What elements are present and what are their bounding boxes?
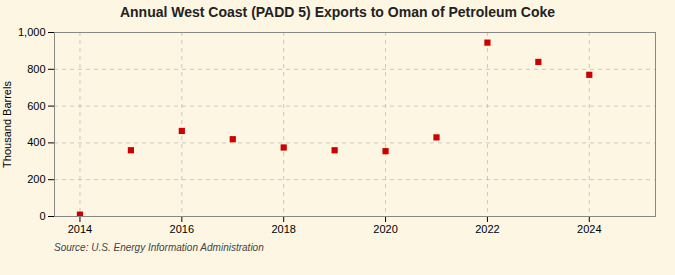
html-text:Source: U.S. Energy Informatio: Source: U.S. Energy Information Administ…: [54, 242, 264, 253]
svg-text:Thousand Barrels: Thousand Barrels: [1, 81, 13, 168]
svg-text:2014: 2014: [68, 223, 92, 235]
svg-text:2024: 2024: [577, 223, 601, 235]
svg-text:200: 200: [27, 173, 45, 185]
svg-text:2018: 2018: [271, 223, 295, 235]
svg-text:600: 600: [27, 100, 45, 112]
svg-text:2016: 2016: [170, 223, 194, 235]
svg-text:400: 400: [27, 136, 45, 148]
svg-text:2020: 2020: [373, 223, 397, 235]
html-text:Annual West Coast (PADD 5) Exp: Annual West Coast (PADD 5) Exports to Om…: [120, 4, 555, 20]
svg-text:800: 800: [27, 63, 45, 75]
svg-text:1,000: 1,000: [18, 26, 46, 38]
svg-text:2022: 2022: [475, 223, 499, 235]
svg-text:0: 0: [39, 210, 45, 222]
